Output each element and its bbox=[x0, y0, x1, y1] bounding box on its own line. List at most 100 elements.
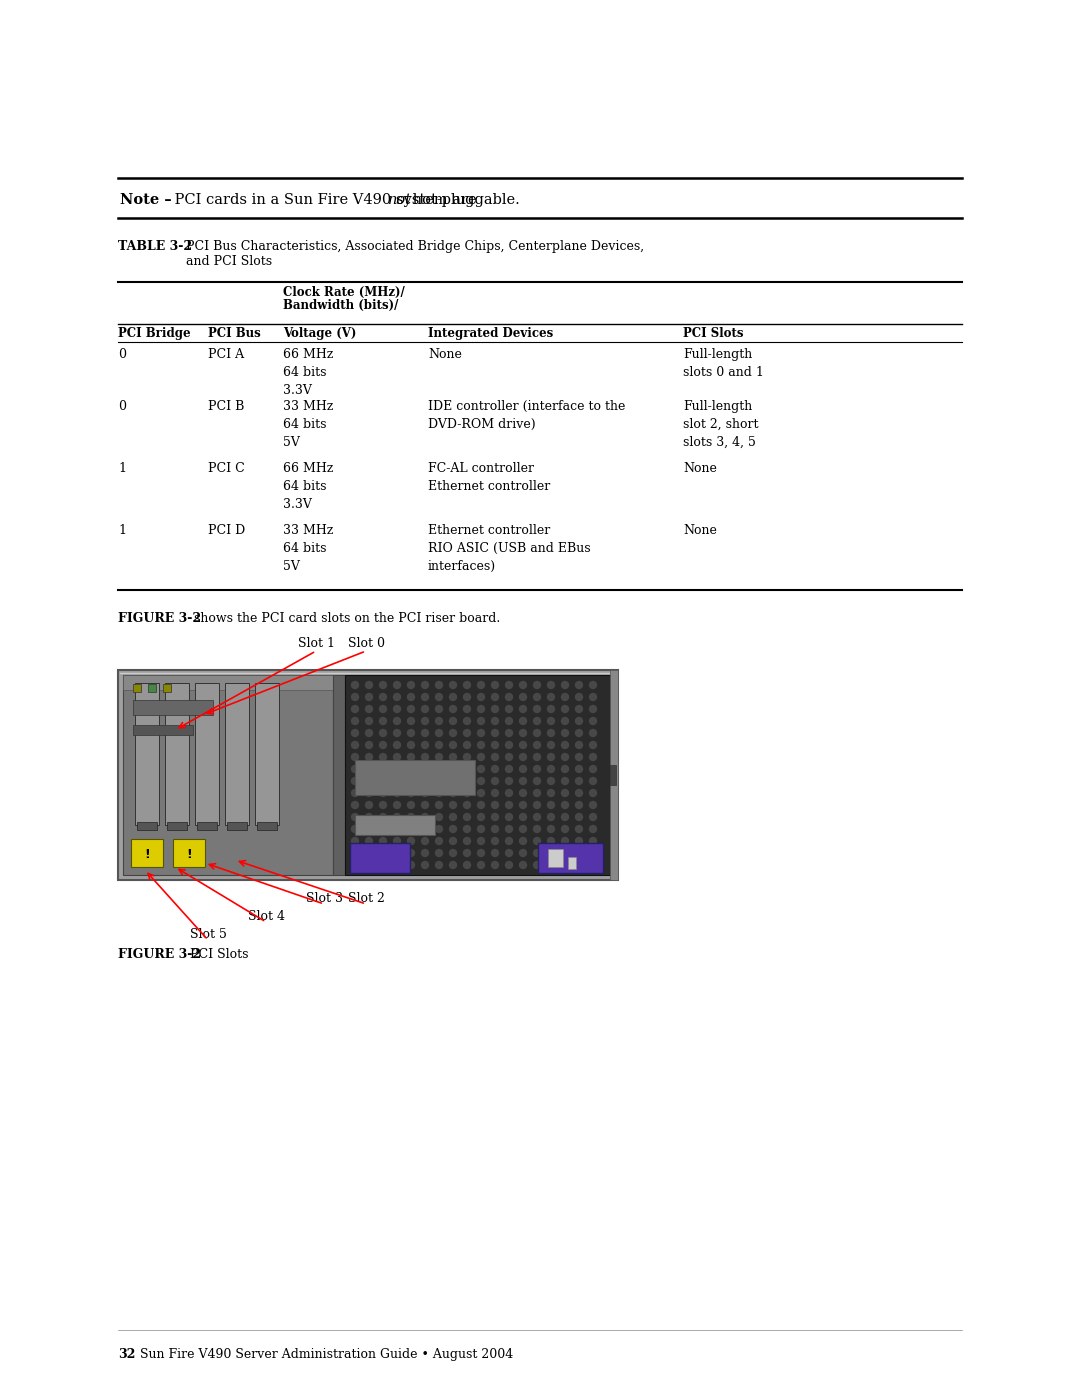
Bar bbox=[227, 821, 247, 830]
Bar bbox=[350, 842, 410, 873]
Circle shape bbox=[407, 789, 415, 796]
Circle shape bbox=[590, 729, 596, 736]
Circle shape bbox=[590, 802, 596, 809]
Text: Clock Rate (MHz)/: Clock Rate (MHz)/ bbox=[283, 286, 405, 299]
Bar bbox=[133, 700, 213, 715]
Circle shape bbox=[463, 729, 471, 736]
Circle shape bbox=[449, 849, 457, 856]
Circle shape bbox=[505, 753, 513, 760]
Circle shape bbox=[505, 789, 513, 796]
Circle shape bbox=[491, 862, 499, 869]
Circle shape bbox=[477, 753, 485, 760]
Circle shape bbox=[435, 766, 443, 773]
Circle shape bbox=[449, 862, 457, 869]
Circle shape bbox=[393, 753, 401, 760]
Circle shape bbox=[351, 849, 359, 856]
Circle shape bbox=[449, 766, 457, 773]
Circle shape bbox=[477, 837, 485, 845]
Circle shape bbox=[449, 789, 457, 796]
Circle shape bbox=[365, 682, 373, 689]
Circle shape bbox=[590, 837, 596, 845]
Circle shape bbox=[393, 729, 401, 736]
Circle shape bbox=[477, 729, 485, 736]
Circle shape bbox=[590, 766, 596, 773]
Circle shape bbox=[548, 789, 554, 796]
Circle shape bbox=[351, 826, 359, 833]
Circle shape bbox=[519, 826, 527, 833]
Text: Ethernet controller
RIO ASIC (USB and EBus
interfaces): Ethernet controller RIO ASIC (USB and EB… bbox=[428, 524, 591, 573]
Circle shape bbox=[365, 813, 373, 820]
Bar bbox=[118, 671, 618, 880]
Circle shape bbox=[576, 682, 582, 689]
Text: Slot 3: Slot 3 bbox=[306, 893, 343, 905]
Circle shape bbox=[562, 826, 568, 833]
Circle shape bbox=[407, 729, 415, 736]
Circle shape bbox=[548, 862, 554, 869]
Circle shape bbox=[548, 766, 554, 773]
Circle shape bbox=[463, 682, 471, 689]
Circle shape bbox=[421, 837, 429, 845]
Circle shape bbox=[519, 778, 527, 785]
Circle shape bbox=[534, 849, 540, 856]
Circle shape bbox=[562, 778, 568, 785]
Bar bbox=[167, 821, 187, 830]
Text: !: ! bbox=[186, 848, 192, 862]
Circle shape bbox=[435, 718, 443, 725]
Circle shape bbox=[421, 813, 429, 820]
Circle shape bbox=[519, 753, 527, 760]
Circle shape bbox=[379, 753, 387, 760]
Bar bbox=[137, 821, 157, 830]
Circle shape bbox=[505, 802, 513, 809]
Circle shape bbox=[562, 729, 568, 736]
Circle shape bbox=[477, 802, 485, 809]
Circle shape bbox=[519, 837, 527, 845]
Bar bbox=[163, 685, 171, 692]
Circle shape bbox=[491, 826, 499, 833]
Circle shape bbox=[407, 813, 415, 820]
Bar bbox=[548, 849, 563, 868]
Circle shape bbox=[449, 813, 457, 820]
Text: None: None bbox=[428, 348, 462, 360]
Text: 33 MHz
64 bits
5V: 33 MHz 64 bits 5V bbox=[283, 524, 334, 573]
Circle shape bbox=[477, 718, 485, 725]
Circle shape bbox=[365, 766, 373, 773]
Bar bbox=[148, 685, 156, 692]
Circle shape bbox=[491, 802, 499, 809]
Circle shape bbox=[590, 693, 596, 700]
Circle shape bbox=[351, 789, 359, 796]
Circle shape bbox=[393, 862, 401, 869]
Circle shape bbox=[435, 826, 443, 833]
Text: PCI B: PCI B bbox=[208, 400, 244, 414]
Circle shape bbox=[562, 837, 568, 845]
Circle shape bbox=[463, 849, 471, 856]
Circle shape bbox=[379, 693, 387, 700]
Circle shape bbox=[421, 862, 429, 869]
Bar bbox=[355, 760, 475, 795]
Text: 0: 0 bbox=[118, 348, 126, 360]
Bar bbox=[123, 675, 613, 690]
Circle shape bbox=[351, 693, 359, 700]
Text: Slot 5: Slot 5 bbox=[190, 928, 227, 942]
Circle shape bbox=[449, 729, 457, 736]
Circle shape bbox=[379, 813, 387, 820]
Circle shape bbox=[534, 826, 540, 833]
Circle shape bbox=[505, 849, 513, 856]
Circle shape bbox=[534, 742, 540, 749]
Text: Slot 1: Slot 1 bbox=[298, 637, 335, 650]
Circle shape bbox=[534, 693, 540, 700]
Circle shape bbox=[562, 862, 568, 869]
Circle shape bbox=[576, 718, 582, 725]
Circle shape bbox=[562, 849, 568, 856]
Circle shape bbox=[491, 742, 499, 749]
Circle shape bbox=[393, 742, 401, 749]
Circle shape bbox=[379, 729, 387, 736]
Circle shape bbox=[393, 682, 401, 689]
Circle shape bbox=[393, 705, 401, 712]
Circle shape bbox=[449, 802, 457, 809]
Circle shape bbox=[435, 682, 443, 689]
Circle shape bbox=[435, 802, 443, 809]
Circle shape bbox=[351, 778, 359, 785]
Circle shape bbox=[590, 826, 596, 833]
Text: not: not bbox=[388, 193, 411, 207]
Circle shape bbox=[576, 766, 582, 773]
